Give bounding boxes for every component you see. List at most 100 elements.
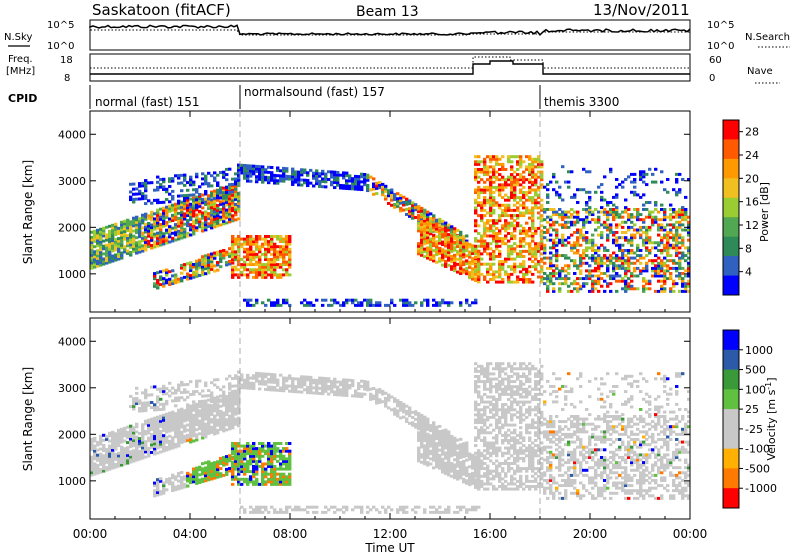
power-cell (630, 191, 633, 194)
power-cell (273, 273, 276, 276)
power-cell (645, 208, 648, 211)
power-cell (219, 223, 222, 226)
power-cell (510, 273, 513, 276)
power-cell (246, 177, 249, 180)
power-cell (645, 280, 648, 283)
power-cell (171, 209, 174, 212)
velocity-cell (162, 419, 165, 422)
power-cell (198, 193, 201, 196)
power-cell (267, 248, 270, 251)
power-cell (207, 207, 210, 210)
velocity-cell (138, 442, 141, 445)
power-cell (555, 191, 558, 194)
power-cell (675, 249, 678, 252)
power-cell (672, 236, 675, 239)
power-cell (186, 194, 189, 197)
velocity-cell (129, 405, 132, 408)
power-cell (555, 236, 558, 239)
power-cell (591, 234, 594, 237)
power-cell (513, 263, 516, 266)
power-cell (216, 214, 219, 217)
power-cell (483, 181, 486, 184)
power-cell (366, 189, 369, 192)
power-cell (360, 301, 363, 304)
power-cell (171, 217, 174, 220)
power-cell (93, 230, 96, 233)
power-cell (177, 238, 180, 241)
power-cell (555, 267, 558, 270)
power-cell (528, 158, 531, 161)
velocity-cell (219, 425, 222, 428)
power-cell (621, 226, 624, 229)
power-cell (156, 279, 159, 282)
power-cell (273, 235, 276, 238)
power-cell (639, 236, 642, 239)
power-cell (588, 277, 591, 280)
power-cell (321, 180, 324, 183)
power-cell (276, 235, 279, 238)
power-cell (555, 249, 558, 252)
power-cell (540, 281, 543, 284)
power-cell (279, 273, 282, 276)
power-cell (399, 209, 402, 212)
power-cell (612, 216, 615, 219)
power-cell (183, 212, 186, 215)
power-cell (660, 218, 663, 221)
power-cell (270, 248, 273, 251)
power-cell (669, 223, 672, 226)
velocity-cell (120, 464, 123, 467)
power-cell (162, 178, 165, 181)
velocity-cell (240, 386, 243, 389)
power-cell (522, 194, 525, 197)
power-cell (522, 276, 525, 279)
power-cell (483, 189, 486, 192)
power-cell (138, 190, 141, 193)
power-cell (213, 190, 216, 193)
power-cell (513, 194, 516, 197)
power-cell (675, 229, 678, 232)
power-cell (519, 163, 522, 166)
velocity-cell (186, 436, 189, 439)
power-cell (672, 211, 675, 214)
power-cell (231, 238, 234, 241)
power-cell (666, 254, 669, 257)
velocity-cell (135, 438, 138, 441)
velocity-cell (219, 398, 222, 401)
power-cell (666, 216, 669, 219)
power-cell (201, 198, 204, 201)
velocity-cell (288, 450, 291, 453)
power-cell (501, 183, 504, 186)
power-cell (246, 235, 249, 238)
power-cell (675, 246, 678, 249)
beam-title: Beam 13 (356, 4, 419, 20)
power-cell (531, 273, 534, 276)
power-cell (393, 193, 396, 196)
power-cell (192, 266, 195, 269)
velocity-cell (288, 463, 291, 466)
power-cell (240, 273, 243, 276)
power-cell (627, 241, 630, 244)
velocity-cell (174, 404, 177, 407)
power-cell (519, 199, 522, 202)
power-cell (177, 278, 180, 281)
power-cell (582, 277, 585, 280)
velocity-cell (306, 511, 309, 514)
power-cell (435, 228, 438, 231)
power-cell (450, 237, 453, 240)
power-cell (495, 227, 498, 230)
power-cell (378, 184, 381, 187)
velocity-cell (135, 387, 138, 390)
power-cell (150, 211, 153, 214)
velocity-cell (273, 473, 276, 476)
velocity-cell (285, 480, 288, 483)
power-cell (504, 242, 507, 245)
power-cell (156, 211, 159, 214)
power-cell (471, 267, 474, 270)
power-cell (276, 245, 279, 248)
velocity-cell (144, 448, 147, 451)
velocity-cell (213, 474, 216, 477)
power-cell (264, 273, 267, 276)
power-cell (564, 221, 567, 224)
power-cell (240, 164, 243, 167)
power-cell (654, 264, 657, 267)
